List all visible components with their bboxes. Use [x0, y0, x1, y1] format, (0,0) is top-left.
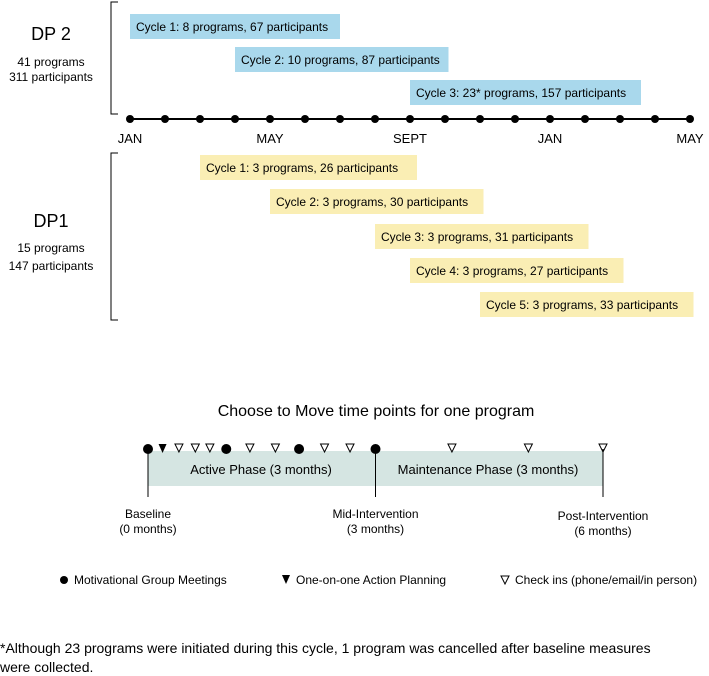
- timeline-month-dot: [196, 115, 204, 123]
- dp2-programs: 41 programs: [17, 55, 84, 69]
- timeline-tick-label: MAY: [256, 131, 284, 146]
- ctm-title: Choose to Move time points for one progr…: [218, 403, 535, 420]
- dp1-participants: 147 participants: [9, 259, 94, 273]
- maintenance-phase-bar: [374, 451, 603, 486]
- timeline-axis: JAN MAY SEPT JAN MAY: [118, 115, 704, 146]
- dp2-cycle-1-bar: [130, 14, 340, 39]
- dp1-cycle-2-bar: [270, 189, 484, 214]
- dp1-bracket: [110, 152, 118, 321]
- planning-marker: [158, 444, 167, 453]
- timeline-month-dot: [126, 115, 134, 123]
- timeline-month-dot: [651, 115, 659, 123]
- timeline-month-dot: [581, 115, 589, 123]
- dp2-title: DP 2: [31, 24, 71, 44]
- dp2-cycle-1-label: Cycle 1: 8 programs, 67 participants: [136, 20, 328, 34]
- legend-planning-icon: [282, 575, 290, 584]
- dp2-cycle-2-bar: [235, 47, 449, 72]
- milestone-name: Mid-Intervention: [332, 507, 418, 521]
- timeline-month-dot: [301, 115, 309, 123]
- dp1-cycle-5-label: Cycle 5: 3 programs, 33 participants: [486, 298, 678, 312]
- dp1-programs: 15 programs: [17, 241, 84, 255]
- legend-planning-label: One-on-one Action Planning: [296, 573, 446, 587]
- checkin-marker: [190, 443, 201, 454]
- timeline-month-dot: [616, 115, 624, 123]
- meeting-marker: [294, 444, 305, 454]
- checkin-marker: [345, 443, 355, 454]
- dp2-bracket: [110, 1, 118, 115]
- timeline-tick-label: MAY: [676, 131, 704, 146]
- ctm-markers: [143, 443, 608, 454]
- timeline-month-dot: [546, 115, 554, 123]
- footnote-line-2: were collected.: [0, 659, 93, 675]
- dp1-cycle-4-bar: [410, 258, 624, 283]
- timeline-month-dot: [336, 115, 344, 123]
- timeline-month-dot: [231, 115, 239, 123]
- checkin-marker: [174, 443, 184, 454]
- footnote-line-1: *Although 23 programs were initiated dur…: [0, 640, 651, 656]
- checkin-marker: [598, 443, 608, 454]
- active-phase-label: Active Phase (3 months): [190, 462, 332, 477]
- checkin-marker: [205, 443, 215, 454]
- dp1-cycle-1-bar: [200, 155, 417, 180]
- dp1-cycle-3-label: Cycle 3: 3 programs, 31 participants: [381, 230, 573, 244]
- dp2-cycle-2-label: Cycle 2: 10 programs, 87 participants: [241, 53, 440, 67]
- dp1-cycle-1-label: Cycle 1: 3 programs, 26 participants: [206, 161, 398, 175]
- legend-meeting-icon: [60, 576, 68, 584]
- dp1-title: DP1: [33, 211, 68, 231]
- milestone-detail: (0 months): [119, 522, 176, 536]
- milestone-detail: (6 months): [574, 524, 631, 538]
- dp2-cycle-3-bar: [410, 80, 641, 105]
- timeline-month-dot: [371, 115, 379, 123]
- timeline-month-dot: [406, 115, 414, 123]
- timeline-month-dot: [686, 115, 694, 123]
- timeline-month-dot: [476, 115, 484, 123]
- milestone-name: Post-Intervention: [558, 509, 649, 523]
- legend-checkin-label: Check ins (phone/email/in person): [515, 573, 697, 587]
- timeline-month-dot: [441, 115, 449, 123]
- milestone-name: Baseline: [125, 507, 171, 521]
- checkin-marker: [523, 443, 534, 454]
- dp2-cycle-bars: Cycle 1: 8 programs, 67 participants Cycl…: [130, 14, 641, 105]
- legend-meeting-label: Motivational Group Meetings: [74, 573, 227, 587]
- dp1-cycle-3-bar: [375, 224, 589, 249]
- checkin-marker: [270, 443, 281, 454]
- meeting-marker: [221, 444, 232, 454]
- checkin-marker: [447, 443, 457, 454]
- timeline-month-dot: [161, 115, 169, 123]
- ctm-milestones: Baseline(0 months) Mid-Intervention(3 mon…: [119, 449, 648, 538]
- dp2-participants: 311 participants: [9, 70, 93, 84]
- checkin-marker: [245, 443, 255, 454]
- checkin-marker: [319, 443, 330, 454]
- timeline-month-dot: [511, 115, 519, 123]
- dp2-cycle-3-label: Cycle 3: 23* programs, 157 participants: [416, 86, 626, 100]
- active-phase-bar: [148, 451, 374, 486]
- dp1-cycle-5-bar: [480, 292, 694, 317]
- timeline-tick-label: JAN: [538, 131, 563, 146]
- timeline-tick-label: SEPT: [393, 131, 427, 146]
- dp1-cycle-4-label: Cycle 4: 3 programs, 27 participants: [416, 264, 608, 278]
- dp1-cycle-2-label: Cycle 2: 3 programs, 30 participants: [276, 195, 468, 209]
- milestone-detail: (3 months): [347, 522, 404, 536]
- timeline-month-dot: [266, 115, 274, 123]
- dp1-cycle-bars: Cycle 1: 3 programs, 26 participants Cycl…: [200, 155, 694, 317]
- maintenance-phase-label: Maintenance Phase (3 months): [398, 462, 579, 477]
- legend-checkin-icon: [500, 575, 510, 586]
- timeline-tick-label: JAN: [118, 131, 143, 146]
